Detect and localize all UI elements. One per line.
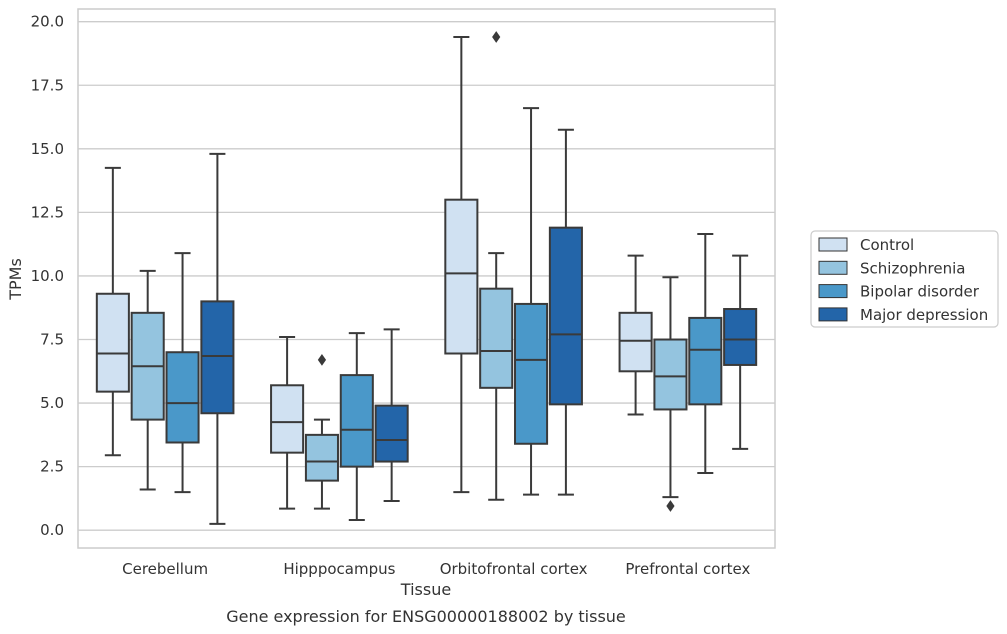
y-tick-label: 20.0 xyxy=(31,13,64,31)
box-rect xyxy=(374,404,409,463)
box xyxy=(618,254,653,416)
box-rect xyxy=(304,433,339,482)
box-rect xyxy=(548,226,583,406)
x-tick-label: Cerebellum xyxy=(122,560,208,578)
box xyxy=(723,254,758,450)
box xyxy=(479,31,514,501)
legend-swatch xyxy=(818,237,848,252)
box xyxy=(304,353,339,510)
box-rect xyxy=(339,374,374,468)
x-axis-label: Tissue xyxy=(400,580,451,599)
box-rect xyxy=(165,351,200,444)
box-rect xyxy=(723,308,758,366)
y-tick-label: 10.0 xyxy=(31,267,64,285)
box xyxy=(95,166,130,457)
y-axis-ticks: 0.0 2.5 5.0 7.5 10.0 12.5 15.0 17.5 20.0 xyxy=(31,13,64,539)
box-rect xyxy=(688,316,723,406)
box-rect xyxy=(479,287,514,389)
x-axis-ticks: Cerebellum Hipppocampus Orbitofrontal cort… xyxy=(122,560,750,578)
box xyxy=(200,152,235,525)
box xyxy=(653,276,688,512)
x-tick-label: Hipppocampus xyxy=(283,560,395,578)
box-rect xyxy=(270,384,305,454)
box-plot-area xyxy=(95,31,758,525)
box-rect xyxy=(200,300,235,415)
y-tick-label: 15.0 xyxy=(31,140,64,158)
y-tick-label: 2.5 xyxy=(40,458,64,476)
box xyxy=(130,269,165,491)
legend-swatch xyxy=(818,284,848,299)
plot-frame xyxy=(77,8,776,549)
chart-caption: Gene expression for ENSG00000188002 by t… xyxy=(226,607,626,626)
y-tick-label: 17.5 xyxy=(31,76,64,94)
box xyxy=(165,252,200,494)
box xyxy=(339,332,374,522)
box-rect xyxy=(618,311,653,373)
box xyxy=(514,107,549,496)
outlier-point xyxy=(492,31,501,43)
y-axis-label: TPMs xyxy=(6,258,25,301)
x-tick-label: Orbitofrontal cortex xyxy=(440,560,588,578)
box xyxy=(548,128,583,496)
y-tick-label: 12.5 xyxy=(31,203,64,221)
x-tick-label: Prefrontal cortex xyxy=(625,560,750,578)
legend-label: Bipolar disorder xyxy=(860,283,980,301)
legend-label: Control xyxy=(860,236,914,254)
y-tick-label: 7.5 xyxy=(40,331,64,349)
box-rect xyxy=(514,302,549,445)
box xyxy=(444,35,479,494)
box xyxy=(270,335,305,510)
legend: Control Schizophrenia Bipolar disorder Majo… xyxy=(810,230,999,328)
outlier-point xyxy=(666,500,675,512)
y-tick-label: 0.0 xyxy=(40,521,64,539)
legend-label: Major depression xyxy=(860,306,988,324)
box xyxy=(688,233,723,474)
y-tick-label: 5.0 xyxy=(40,394,64,412)
legend-label: Schizophrenia xyxy=(860,259,965,277)
box-rect xyxy=(653,338,688,411)
box xyxy=(374,328,409,502)
legend-frame xyxy=(810,230,999,328)
box-rect xyxy=(444,198,479,355)
outlier-point xyxy=(317,353,327,366)
box-rect xyxy=(95,292,130,393)
legend-swatch xyxy=(818,307,848,322)
legend-swatch xyxy=(818,260,848,275)
